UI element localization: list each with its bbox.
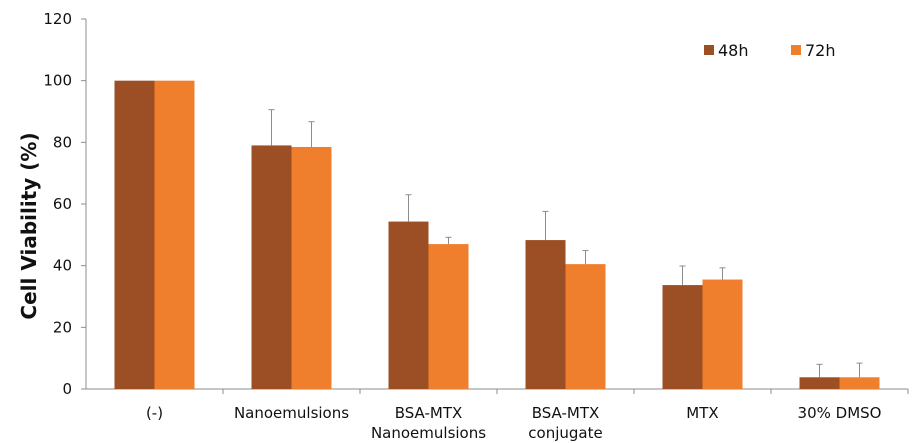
y-tick-label: 0 [62,380,72,398]
bar-48h [114,80,155,390]
y-tick-label: 60 [53,195,72,213]
x-tick-label: (-) [146,404,163,422]
y-tick-label: 80 [53,133,72,151]
bar-72h [428,244,469,389]
bar-48h [799,377,840,389]
bar-72h [702,279,743,389]
x-tick-label: 30% DMSO [798,404,882,422]
y-tick-label: 120 [43,10,72,28]
bars [114,80,880,390]
axes [85,19,908,390]
bar-72h [291,146,332,389]
bar-48h [251,145,292,389]
legend-swatch [791,45,801,55]
error-bars [268,109,863,378]
y-axis-title: Cell Viability (%) [17,132,41,319]
legend-label: 48h [718,41,749,60]
y-ticks: 0 20 40 60 80 100 120 [43,10,86,398]
bar-72h [839,377,880,389]
x-tick-label: BSA-MTX [395,404,463,422]
y-tick-label: 100 [43,72,72,90]
x-tick-label: conjugate [528,424,602,442]
bar-48h [662,285,703,389]
legend-swatch [704,45,714,55]
x-tick-label: MTX [686,404,718,422]
bar-72h [565,264,606,389]
x-tick-label: Nanoemulsions [371,424,486,442]
legend-label: 72h [805,41,836,60]
bar-48h [525,240,566,389]
y-tick-label: 40 [53,257,72,275]
x-labels: (-) Nanoemulsions BSA-MTX Nanoemulsions BSA-… [146,389,909,442]
legend: 48h 72h [704,41,836,60]
x-tick-label: Nanoemulsions [234,404,349,422]
bar-48h [388,221,429,389]
bar-72h [154,80,195,390]
x-tick-label: BSA-MTX [532,404,600,422]
y-tick-label: 20 [53,318,72,336]
